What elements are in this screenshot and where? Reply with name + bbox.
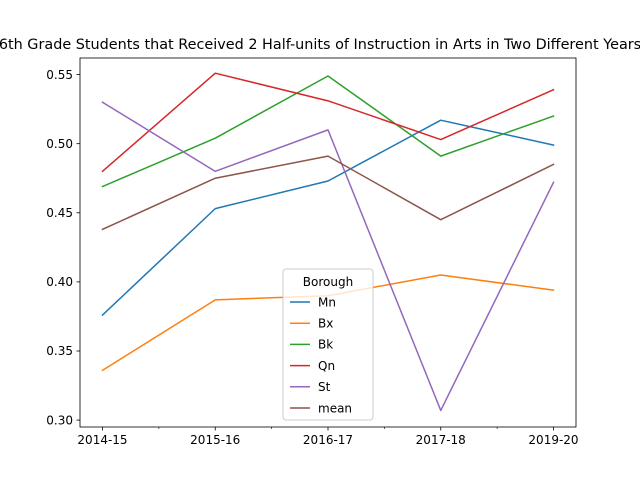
y-tick-label: 0.50 [46, 137, 73, 151]
series-line-St [101, 101, 555, 412]
y-tick-label: 0.55 [46, 68, 73, 82]
legend-label-Qn: Qn [318, 359, 335, 373]
legend-label-St: St [318, 380, 331, 394]
series-line-Bk [101, 75, 555, 188]
y-tick-label: 0.45 [46, 206, 73, 220]
y-tick-label: 0.30 [46, 413, 73, 427]
legend-box [282, 268, 374, 421]
axes: 2014-15 2015-16 2016-17 2017-18 2019-20 0.30 0… [46, 57, 579, 447]
y-tick-label: 0.35 [46, 344, 73, 358]
x-tick-label: 2017-18 [416, 433, 466, 447]
x-tick-label: 2014-15 [77, 433, 127, 447]
legend-title: Borough [303, 275, 353, 289]
legend-label-mean: mean [318, 401, 352, 415]
x-tick-label: 2015-16 [190, 433, 240, 447]
legend-label-Bx: Bx [318, 317, 333, 331]
legend-label-Bk: Bk [318, 338, 333, 352]
y-tick-label: 0.40 [46, 275, 73, 289]
x-tick-label: 2016-17 [303, 433, 353, 447]
series-line-mean [101, 155, 555, 231]
chart-title: 6th Grade Students that Received 2 Half-… [0, 37, 640, 53]
legend: Borough Mn Bx Bk Qn St mean [282, 268, 374, 421]
x-tick-label: 2019-20 [528, 433, 578, 447]
legend-label-Mn: Mn [318, 295, 336, 309]
series-line-Mn [101, 119, 555, 317]
series-line-Qn [101, 72, 555, 173]
